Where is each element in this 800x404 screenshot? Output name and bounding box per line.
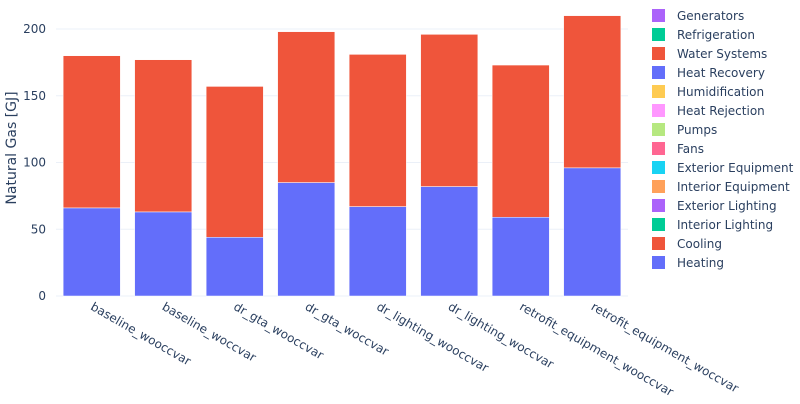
legend-swatch — [652, 237, 665, 250]
legend-swatch — [652, 104, 665, 117]
bar-cooling[interactable] — [205, 86, 264, 238]
legend-item[interactable]: Refrigeration — [652, 28, 755, 42]
legend-item[interactable]: Humidification — [652, 85, 764, 99]
bar-heating[interactable] — [563, 167, 622, 297]
legend-label: Fans — [677, 142, 704, 156]
bar-heating[interactable] — [348, 206, 407, 297]
x-axis-ticks: baseline_wooccvarbaseline_woccvardr_gta_… — [88, 299, 741, 399]
bar-heating[interactable] — [491, 216, 550, 297]
legend-swatch — [652, 199, 665, 212]
legend-label: Heat Rejection — [677, 104, 765, 118]
legend-label: Interior Lighting — [677, 218, 773, 232]
legend-item[interactable]: Generators — [652, 9, 744, 23]
legend-label: Cooling — [677, 237, 722, 251]
legend-label: Water Systems — [677, 47, 767, 61]
legend-label: Pumps — [677, 123, 717, 137]
bar-heating[interactable] — [62, 207, 121, 297]
y-axis-ticks: 0 50 100 150 200 — [23, 22, 46, 303]
y-tick-label: 0 — [38, 289, 46, 303]
legend-item[interactable]: Heating — [652, 256, 724, 270]
bar-cooling[interactable] — [563, 15, 622, 169]
y-axis-title: Natural Gas [GJ] — [4, 91, 20, 204]
y-tick-label: 100 — [23, 156, 46, 170]
legend-item[interactable]: Heat Rejection — [652, 104, 765, 118]
legend-swatch — [652, 256, 665, 269]
legend-item[interactable]: Interior Lighting — [652, 218, 773, 232]
legend-item[interactable]: Exterior Lighting — [652, 199, 777, 213]
bar-cooling[interactable] — [134, 59, 193, 213]
legend-item[interactable]: Water Systems — [652, 47, 767, 61]
bar-heating[interactable] — [205, 237, 264, 297]
bar-cooling[interactable] — [62, 55, 121, 209]
legend-label: Refrigeration — [677, 28, 755, 42]
bars — [62, 15, 622, 297]
legend-item[interactable]: Interior Equipment — [652, 180, 790, 194]
bar-cooling[interactable] — [277, 31, 336, 183]
legend: Generators Refrigeration Water Systems Heat… — [652, 9, 794, 270]
y-tick-label: 150 — [23, 89, 46, 103]
legend-swatch — [652, 9, 665, 22]
legend-swatch — [652, 66, 665, 79]
legend-label: Generators — [677, 9, 744, 23]
legend-swatch — [652, 142, 665, 155]
legend-item[interactable]: Cooling — [652, 237, 722, 251]
y-tick-label: 50 — [31, 222, 46, 236]
legend-label: Exterior Equipment — [677, 161, 794, 175]
legend-label: Interior Equipment — [677, 180, 790, 194]
bar-cooling[interactable] — [491, 64, 550, 218]
legend-swatch — [652, 161, 665, 174]
bar-heating[interactable] — [134, 211, 193, 297]
legend-swatch — [652, 85, 665, 98]
y-tick-label: 200 — [23, 22, 46, 36]
legend-swatch — [652, 180, 665, 193]
legend-item[interactable]: Pumps — [652, 123, 717, 137]
legend-swatch — [652, 123, 665, 136]
bar-heating[interactable] — [420, 186, 479, 297]
legend-label: Heat Recovery — [677, 66, 765, 80]
legend-swatch — [652, 28, 665, 41]
legend-label: Humidification — [677, 85, 764, 99]
legend-swatch — [652, 218, 665, 231]
legend-item[interactable]: Heat Recovery — [652, 66, 765, 80]
bar-cooling[interactable] — [420, 34, 479, 187]
legend-item[interactable]: Exterior Equipment — [652, 161, 794, 175]
bar-cooling[interactable] — [348, 54, 407, 207]
legend-label: Heating — [677, 256, 724, 270]
legend-item[interactable]: Fans — [652, 142, 704, 156]
legend-swatch — [652, 47, 665, 60]
legend-label: Exterior Lighting — [677, 199, 777, 213]
bar-heating[interactable] — [277, 182, 336, 297]
